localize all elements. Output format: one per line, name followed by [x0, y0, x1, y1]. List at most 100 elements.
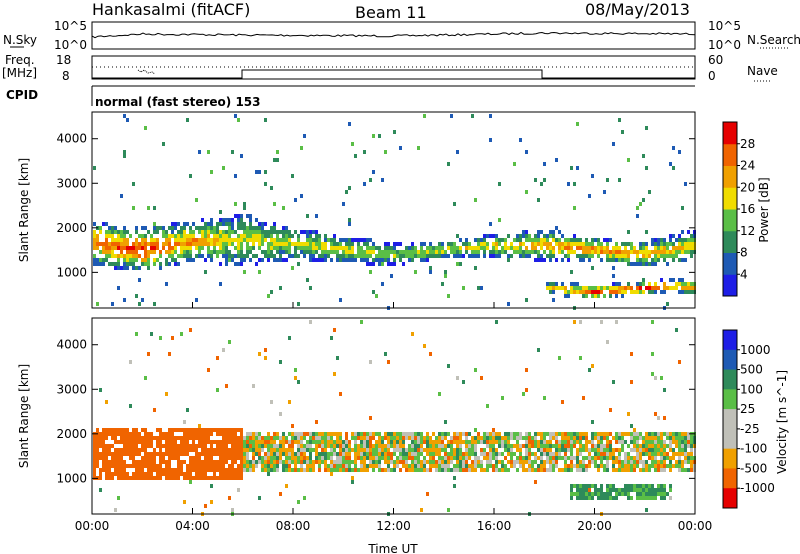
power-cell: [612, 282, 615, 286]
power-cell: [687, 282, 690, 286]
velocity-cell: [273, 460, 276, 464]
velocity-cell: [234, 428, 237, 432]
power-cell: [318, 242, 321, 246]
power-cell: [429, 254, 432, 258]
velocity-cell: [291, 452, 294, 456]
velocity-cell: [321, 448, 324, 452]
velocity-cell: [360, 444, 363, 448]
velocity-cell: [657, 440, 660, 444]
power-cell: [285, 258, 288, 262]
power-cell: [189, 242, 192, 246]
velocity-cell: [564, 468, 567, 472]
velocity-cell: [198, 432, 201, 436]
power-cell: [225, 258, 228, 262]
velocity-cell: [486, 440, 489, 444]
power-cell: [456, 254, 459, 258]
velocity-cell: [138, 464, 141, 468]
power-cell: [300, 230, 303, 234]
power-cell: [549, 282, 552, 286]
power-cell: [177, 254, 180, 258]
power-cell: [537, 238, 540, 242]
power-cell: [174, 242, 177, 246]
velocity-cell: [123, 436, 126, 440]
velocity-cell: [141, 460, 144, 464]
velocity-cell: [495, 448, 498, 452]
power-cell: [639, 282, 642, 286]
velocity-cell: [240, 440, 243, 444]
velocity-cell: [246, 444, 249, 448]
velocity-cell: [348, 448, 351, 452]
velocity-cell: [255, 464, 258, 468]
velocity-cell: [102, 456, 105, 460]
power-cell: [408, 246, 411, 250]
power-cell: [663, 250, 666, 254]
power-cell: [432, 254, 435, 258]
power-cell: [192, 238, 195, 242]
power-cell: [522, 250, 525, 254]
velocity-cell: [606, 496, 609, 500]
velocity-cell: [462, 452, 465, 456]
velocity-cell: [387, 456, 390, 460]
velocity-cell: [114, 452, 117, 456]
power-cell: [249, 222, 252, 226]
power-cell: [174, 238, 177, 242]
power-cell: [384, 242, 387, 246]
velocity-cell: [351, 480, 354, 484]
power-cell: [537, 250, 540, 254]
velocity-cell: [504, 440, 507, 444]
velocity-cell: [366, 468, 369, 472]
velocity-cell: [276, 444, 279, 448]
power-cell: [372, 290, 375, 294]
velocity-cell: [474, 444, 477, 448]
velocity-cell: [582, 436, 585, 440]
velocity-cell: [576, 436, 579, 440]
velocity-cell: [465, 440, 468, 444]
velocity-cell: [519, 432, 522, 436]
velocity-cell: [297, 380, 300, 384]
velocity-cell: [342, 444, 345, 448]
power-cell: [168, 238, 171, 242]
velocity-cell: [357, 432, 360, 436]
power-cell: [660, 290, 663, 294]
velocity-cell: [312, 436, 315, 440]
power-cell: [315, 234, 318, 238]
velocity-cell: [642, 448, 645, 452]
velocity-cell: [186, 464, 189, 468]
power-colorbar-swatch: [723, 209, 737, 232]
velocity-cell: [186, 428, 189, 432]
velocity-cell: [330, 440, 333, 444]
power-cell: [252, 230, 255, 234]
velocity-cell: [441, 468, 444, 472]
power-cell: [645, 166, 648, 170]
velocity-colorbar-tick-label: 100: [740, 382, 763, 396]
velocity-cell: [258, 436, 261, 440]
power-cell: [483, 246, 486, 250]
power-cell: [576, 246, 579, 250]
velocity-cell: [657, 488, 660, 492]
power-cell: [369, 262, 372, 266]
velocity-cell: [339, 436, 342, 440]
power-cell: [258, 258, 261, 262]
velocity-cell: [369, 464, 372, 468]
power-cell: [330, 250, 333, 254]
velocity-cell: [111, 444, 114, 448]
velocity-cell: [207, 452, 210, 456]
power-cell: [525, 234, 528, 238]
velocity-cell: [303, 448, 306, 452]
velocity-cell: [210, 460, 213, 464]
power-cell: [489, 234, 492, 238]
velocity-cell: [492, 456, 495, 460]
velocity-cell: [570, 440, 573, 444]
power-cell: [249, 226, 252, 230]
velocity-cell: [594, 492, 597, 496]
velocity-cell: [405, 468, 408, 472]
power-cell: [375, 254, 378, 258]
velocity-cell: [252, 460, 255, 464]
power-cell: [243, 226, 246, 230]
velocity-cell: [183, 432, 186, 436]
power-cell: [183, 242, 186, 246]
power-cell: [351, 238, 354, 242]
velocity-cell: [663, 468, 666, 472]
power-cell: [576, 282, 579, 286]
power-cell: [249, 218, 252, 222]
